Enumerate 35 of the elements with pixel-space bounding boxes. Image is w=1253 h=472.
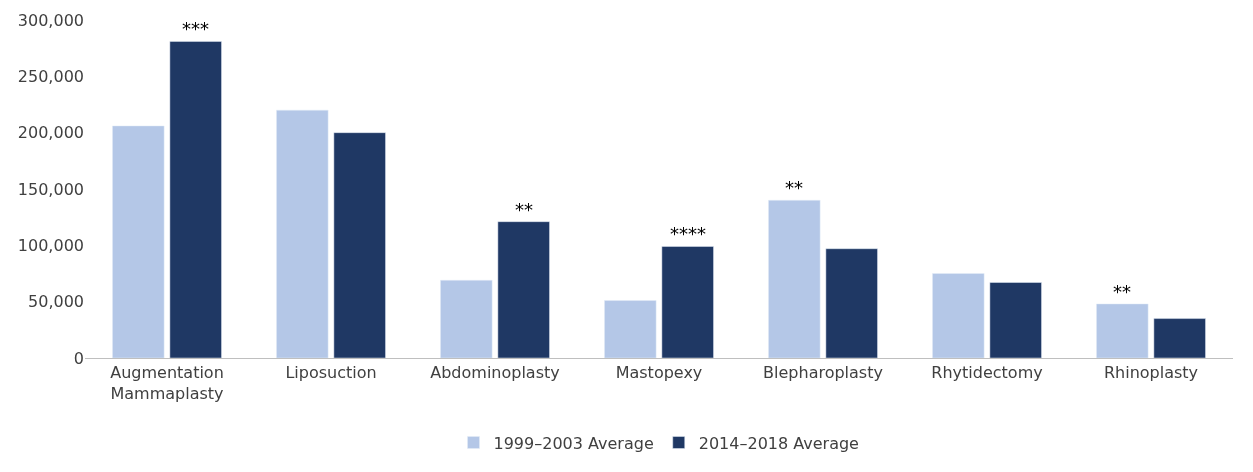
bar	[112, 125, 165, 358]
bar	[497, 221, 550, 358]
y-tick-label: 250,000	[17, 66, 84, 86]
bar	[768, 200, 821, 358]
bar	[604, 300, 657, 358]
annotation: ***	[182, 18, 209, 39]
x-tick-label: Augmentation Mammaplasty	[110, 363, 224, 403]
x-tick-label: Rhinoplasty	[1103, 363, 1199, 383]
annotation: **	[1113, 281, 1131, 302]
bar	[440, 280, 493, 358]
bar	[276, 109, 329, 358]
legend-label: 2014–2018 Average	[698, 433, 859, 453]
bar	[1096, 303, 1149, 358]
x-tick-label: Mastopexy	[615, 363, 703, 383]
x-tick-label: Liposuction	[285, 363, 377, 383]
y-tick-label: 150,000	[17, 179, 84, 199]
annotation: **	[785, 177, 803, 198]
x-tick-label: Abdominoplasty	[430, 363, 560, 383]
bar	[1153, 318, 1206, 358]
bar	[825, 248, 878, 358]
bar	[989, 282, 1042, 358]
y-tick-label: 50,000	[28, 292, 84, 312]
y-tick-label: 300,000	[17, 10, 84, 30]
annotation: ****	[670, 223, 706, 244]
x-tick-label: Blepharoplasty	[763, 363, 883, 383]
y-tick-label: 200,000	[17, 123, 84, 143]
bar	[169, 41, 222, 358]
bar	[333, 132, 386, 358]
y-tick-label: 100,000	[17, 235, 84, 255]
x-tick-label: Rhytidectomy	[931, 363, 1043, 383]
annotation: **	[515, 199, 533, 220]
bar	[661, 246, 714, 358]
y-tick-label: 0	[73, 348, 84, 368]
bar	[932, 273, 985, 358]
legend-label: 1999–2003 Average	[493, 433, 654, 453]
